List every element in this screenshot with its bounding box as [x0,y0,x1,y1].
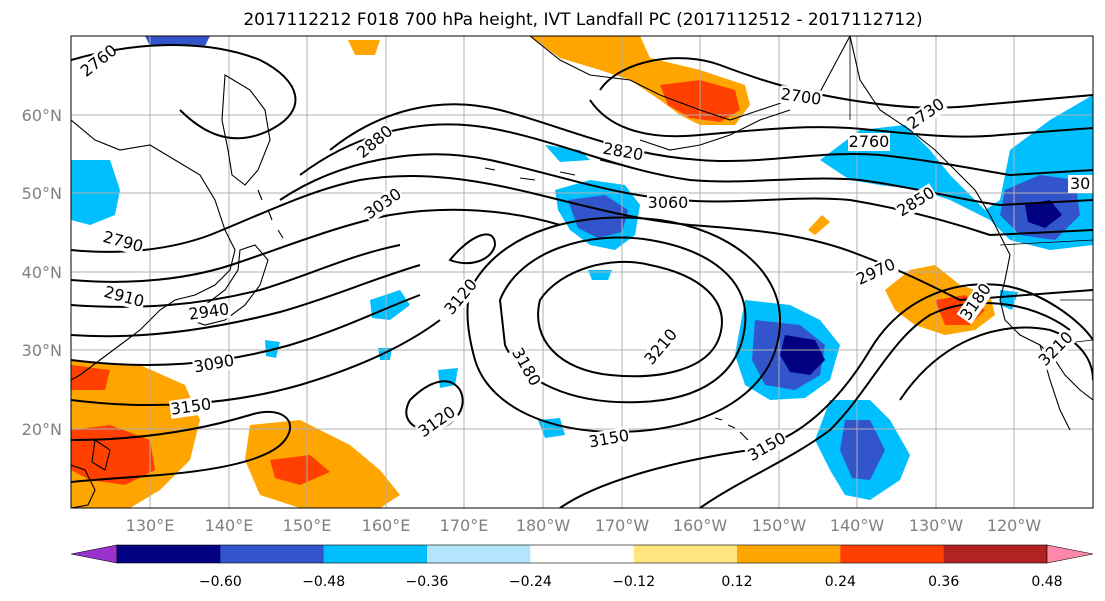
contour-line [405,380,464,432]
longitude-labels: 130°E 140°E 150°E 160°E 170°E 180°W 170°… [126,516,1042,535]
lon-label: 170°W [595,516,650,535]
colorbar-tick-label: −0.12 [612,574,655,590]
contour-line [71,264,421,338]
colorbar-segment [323,545,428,563]
lon-label: 120°W [987,516,1042,535]
colorbar-segment [220,545,325,563]
contour-line [537,261,723,378]
contour-line [448,233,497,265]
lon-label: 130°W [909,516,964,535]
lon-label: 140°W [830,516,885,535]
colorbar-tick-label: 0.48 [1031,574,1062,590]
colorbar-segment [117,545,221,563]
contour-line [299,123,1093,207]
lon-label: 160°W [673,516,728,535]
negative-anomaly-region [370,290,410,320]
lat-label: 50°N [22,184,62,203]
colorbar: −0.60 −0.48 −0.36 −0.24 −0.12 0.12 0.24 0.36 0.4… [70,544,1094,590]
contour-line [559,283,1093,508]
contour-line [498,236,747,404]
lon-label: 170°E [440,516,489,535]
contour-label: 2760 [849,132,890,151]
lon-label: 160°E [362,516,411,535]
colorbar-segment [633,545,738,563]
positive-anomaly-region [348,40,380,55]
colorbar-tick-label: −0.24 [509,574,552,590]
map-frame [70,35,1094,509]
lat-label: 30°N [22,341,62,360]
contour-line [899,326,1093,401]
lat-label: 20°N [22,420,62,439]
colorbar-right-extension [1046,544,1094,564]
strong-negative-anomaly-region [840,420,885,480]
lon-label: 150°E [283,516,332,535]
map-area: 2760 2880 2820 2700 2730 2760 2850 3030 … [71,36,1093,508]
colorbar-tick-label: 0.24 [825,574,856,590]
contour-line [589,99,1093,138]
strong-positive-anomaly-region [270,455,330,485]
contour-line [71,208,561,283]
negative-anomaly-region [145,36,210,46]
colorbar-tick-label: −0.48 [302,574,345,590]
contour-line [466,216,782,433]
colorbar-segment [427,545,531,563]
positive-anomaly-region [808,215,830,235]
colorbar-segment [840,545,945,563]
negative-anomaly-region [538,418,565,438]
lon-label: 130°E [126,516,175,535]
map-title: 2017112212 F018 700 hPa height, IVT Land… [243,10,922,30]
contour-line [699,302,1071,508]
lat-label: 40°N [22,263,62,282]
contour-line [329,103,1093,177]
colorbar-tick-label: −0.36 [406,574,449,590]
lat-label: 60°N [22,106,62,125]
lon-label: 180°W [516,516,571,535]
colorbar-segment [943,545,1048,563]
very-strong-negative-anomaly-region [780,335,825,375]
very-strong-negative-anomaly-region [1025,200,1062,228]
lon-label: 140°E [205,516,254,535]
contour-line [71,294,421,366]
contour-line [71,319,441,406]
colorbar-tick-label: −0.60 [199,574,242,590]
negative-anomaly-region [545,145,590,162]
contour-line [71,174,1093,302]
strong-positive-anomaly-region [71,365,110,390]
contour-line [71,410,291,483]
contour-line [71,44,297,140]
lon-label: 150°W [752,516,807,535]
contour-label: 3060 [648,193,689,212]
colorbar-tick-label: 0.12 [721,574,752,590]
colorbar-segment [530,545,635,563]
colorbar-tick-label: 0.36 [928,574,959,590]
contour-label: 30 [1070,174,1090,193]
latitude-labels: 60°N 50°N 40°N 30°N 20°N [22,106,62,439]
colorbar-left-extension [70,544,118,564]
colorbar-segment [737,545,841,563]
